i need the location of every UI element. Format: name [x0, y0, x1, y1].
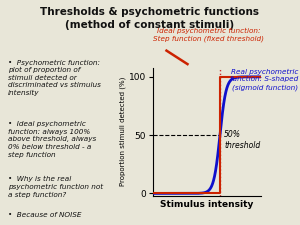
- Text: •  Ideal psychometric
function: always 100%
above threshold, always
0% below thr: • Ideal psychometric function: always 10…: [8, 121, 96, 158]
- Y-axis label: Proportion stimuli detected (%): Proportion stimuli detected (%): [119, 77, 126, 186]
- Text: •  Psychometric function:
plot of proportion of
stimuli detected or
discriminate: • Psychometric function: plot of proport…: [8, 59, 101, 96]
- Text: Thresholds & psychometric functions
(method of constant stimuli): Thresholds & psychometric functions (met…: [40, 7, 260, 30]
- Text: Ideal psychometric function:
Step function (fixed threshold): Ideal psychometric function: Step functi…: [153, 28, 264, 42]
- Text: Real psychometric
function: S-shaped
(sigmoid function): Real psychometric function: S-shaped (si…: [230, 69, 298, 90]
- Text: 50%
threshold: 50% threshold: [224, 130, 260, 150]
- Text: •  Because of NOISE: • Because of NOISE: [8, 212, 82, 218]
- Text: •  Why is the real
psychometric function not
a step function?: • Why is the real psychometric function …: [8, 176, 103, 198]
- X-axis label: Stimulus intensity: Stimulus intensity: [160, 200, 254, 209]
